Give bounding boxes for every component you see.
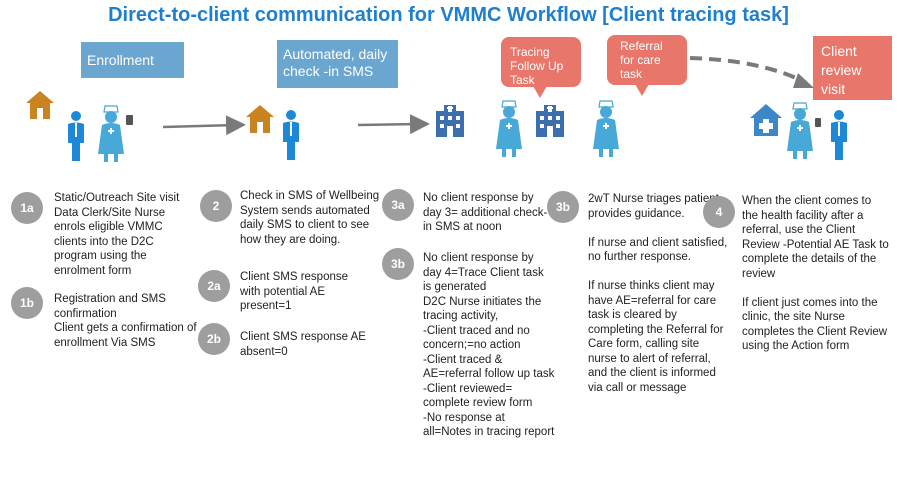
hospital-icon	[436, 105, 464, 137]
step-text-3b-nurse: 2wT Nurse triages patient, provides guid…	[588, 193, 728, 394]
step-text-2b: Client SMS response AE absent=0	[240, 331, 366, 358]
checkin-label: Automated, daily check -in SMS	[283, 46, 388, 79]
clinic-icon	[750, 104, 782, 136]
dashed-arrow-head	[793, 73, 814, 88]
step-text-2a: Client SMS response with potential AE pr…	[240, 271, 349, 312]
phone-icon-2	[815, 118, 821, 127]
step-badge-2: 2	[200, 190, 232, 222]
hospital-icon-2	[536, 105, 564, 137]
step-badge-1a: 1a	[11, 192, 43, 224]
enrollment-box: Enrollment	[81, 42, 184, 78]
flow-arrow-1	[162, 115, 246, 136]
step-badge-2b: 2b	[198, 323, 230, 355]
step-text-4: When the client comes to the health faci…	[742, 195, 889, 352]
referral-bubble: Referral for care task	[607, 35, 687, 96]
step-badge-2a: 2a	[198, 270, 230, 302]
nurse-icon	[97, 105, 125, 163]
checkin-box: Automated, daily check -in SMS	[277, 40, 398, 88]
dashed-referral-arrow	[689, 56, 806, 84]
client-man-icon-2	[283, 110, 299, 160]
tracing-label: Tracing Follow Up Task	[510, 45, 564, 87]
nurse-icon-3	[592, 100, 620, 158]
nurse-icon-4	[786, 102, 814, 160]
tracing-bubble-tail	[533, 86, 547, 98]
enrollment-label: Enrollment	[87, 52, 154, 68]
step-badge-4: 4	[703, 196, 735, 228]
referral-bubble-tail	[635, 84, 649, 96]
step-text-1a: Static/Outreach Site visit Data Clerk/Si…	[54, 192, 180, 277]
step-text-2: Check in SMS of Wellbeing System sends a…	[240, 190, 380, 246]
step-badge-1b: 1b	[11, 287, 43, 319]
step-badge-3b: 3b	[382, 248, 414, 280]
phone-icon	[126, 115, 133, 125]
tracing-bubble: Tracing Follow Up Task	[501, 37, 581, 98]
client-man-icon-3	[831, 110, 847, 160]
client-man-icon	[68, 111, 84, 161]
step-text-3b: No client response by day 4=Trace Client…	[423, 252, 555, 438]
page-title: Direct-to-client communication for VMMC …	[108, 4, 789, 26]
review-label: Client review visit	[821, 43, 862, 97]
step-text-3a: No client response by day 3= additional …	[423, 192, 548, 233]
step-badge-3b-nurse: 3b	[547, 191, 579, 223]
home-icon-2	[246, 105, 274, 133]
home-icon	[26, 91, 54, 119]
referral-label: Referral for care task	[620, 39, 663, 81]
step-text-1b: Registration and SMS confirmation Client…	[54, 293, 197, 349]
flow-arrow-2	[357, 114, 430, 135]
review-box: Client review visit	[813, 36, 892, 100]
nurse-icon-2	[495, 100, 523, 158]
step-badge-3a: 3a	[382, 189, 414, 221]
